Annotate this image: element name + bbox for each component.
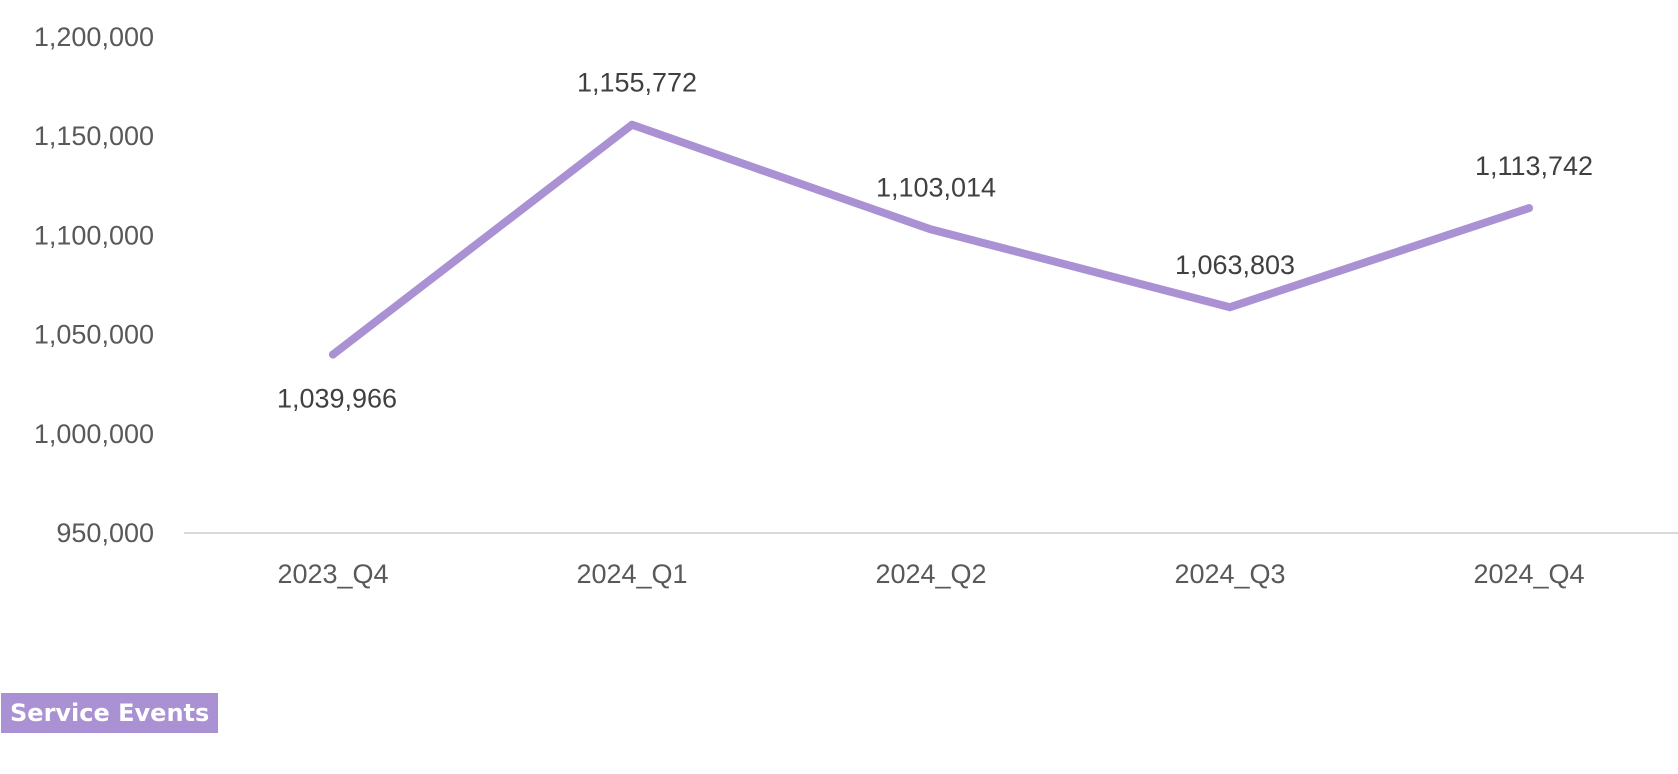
data-label: 1,155,772	[577, 68, 697, 98]
data-point	[628, 120, 636, 129]
data-point	[927, 225, 935, 234]
legend-service-events: Service Events	[1, 693, 219, 733]
series-line-service-events	[329, 120, 1533, 359]
data-label: 1,103,014	[876, 172, 996, 202]
data-point	[1525, 204, 1533, 213]
y-tick-label: 1,150,000	[34, 121, 154, 151]
x-tick-label: 2023_Q4	[277, 559, 388, 589]
data-label: 1,039,966	[277, 384, 397, 414]
y-tick-label: 1,050,000	[34, 320, 154, 350]
x-tick-label: 2024_Q3	[1174, 559, 1285, 589]
data-point	[1226, 303, 1234, 312]
x-tick-label: 2024_Q2	[875, 559, 986, 589]
y-tick-label: 1,200,000	[34, 22, 154, 52]
data-point	[329, 350, 337, 359]
y-tick-label: 1,100,000	[34, 220, 154, 250]
data-label: 1,113,742	[1475, 151, 1593, 181]
x-tick-label: 2024_Q4	[1473, 559, 1584, 589]
x-tick-label: 2024_Q1	[576, 559, 687, 589]
y-tick-label: 950,000	[56, 518, 154, 548]
y-tick-label: 1,000,000	[34, 419, 154, 449]
data-label: 1,063,803	[1175, 250, 1295, 280]
